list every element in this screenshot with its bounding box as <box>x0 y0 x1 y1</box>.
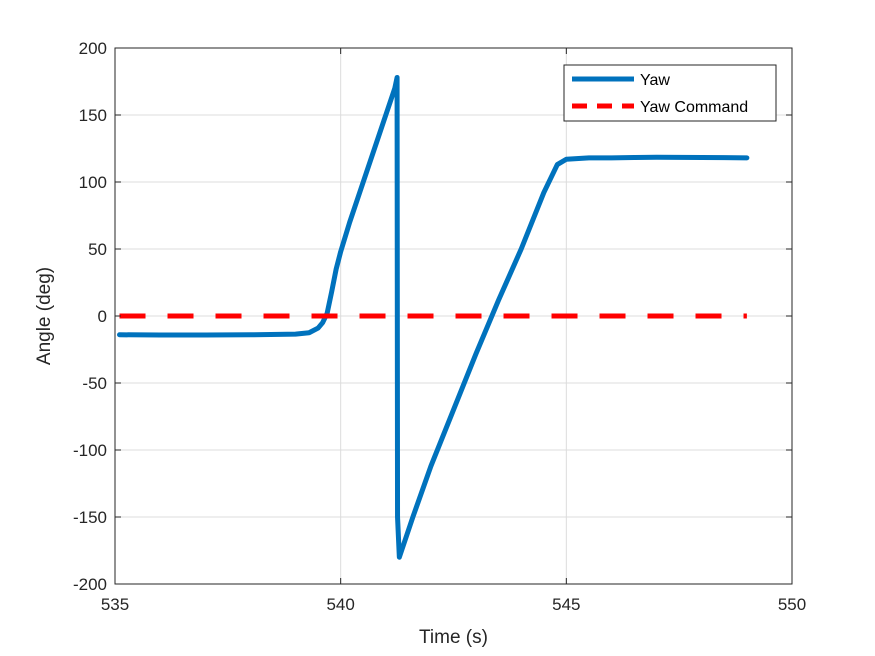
y-tick-label: -200 <box>73 575 107 594</box>
y-tick-label: 100 <box>79 173 107 192</box>
y-tick-label: 0 <box>98 307 107 326</box>
y-axis-label: Angle (deg) <box>34 267 55 365</box>
y-tick-label: -100 <box>73 441 107 460</box>
legend-box <box>563 64 777 122</box>
y-tick-label: 50 <box>88 240 107 259</box>
legend: Yaw Yaw Command <box>563 64 777 122</box>
series-lines <box>117 74 750 560</box>
x-tick-label: 550 <box>778 595 806 614</box>
series-line-yaw <box>117 74 750 560</box>
y-tick-label: -150 <box>73 508 107 527</box>
x-tick-label: 535 <box>101 595 129 614</box>
legend-label-yaw-command: Yaw Command <box>640 99 748 116</box>
legend-label-yaw: Yaw <box>640 72 670 89</box>
tick-labels: 535 540 545 550 -200 -150 -100 -50 0 50 100 150 200 <box>73 39 806 614</box>
x-axis-label: Time (s) <box>419 627 488 648</box>
y-tick-label: 150 <box>79 106 107 125</box>
y-tick-label: 200 <box>79 39 107 58</box>
x-tick-label: 545 <box>552 595 580 614</box>
x-tick-label: 540 <box>326 595 354 614</box>
y-tick-label: -50 <box>82 374 107 393</box>
